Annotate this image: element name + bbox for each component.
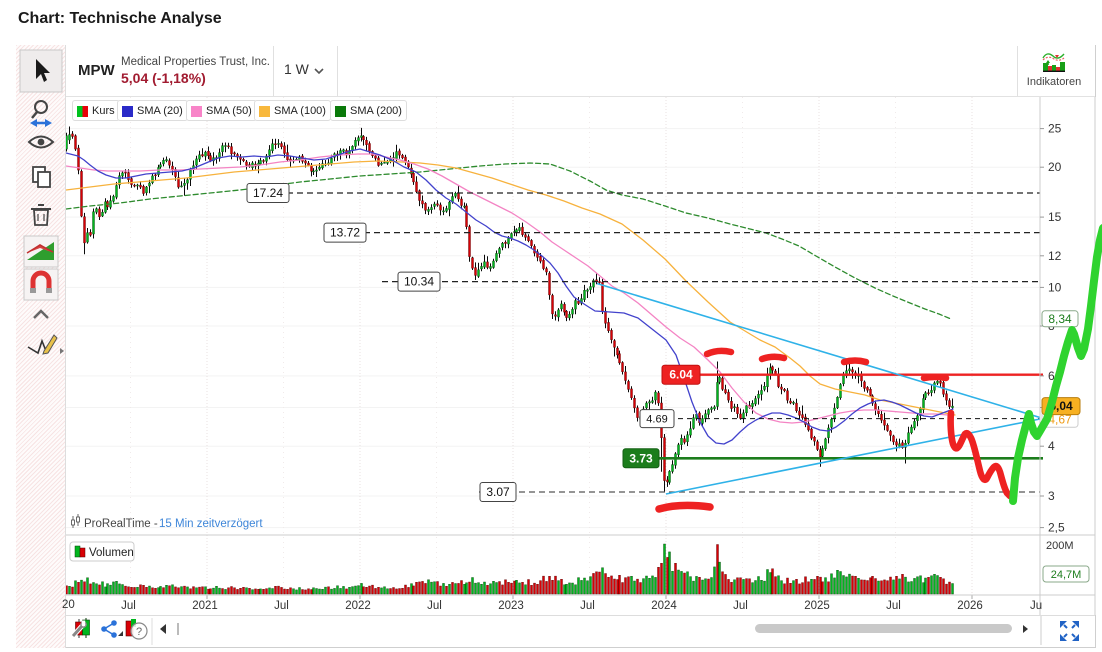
svg-text:2,5: 2,5: [1048, 521, 1065, 535]
svg-text:Jul: Jul: [886, 600, 901, 612]
svg-text:25: 25: [1048, 122, 1062, 136]
svg-text:17.24: 17.24: [253, 186, 283, 200]
svg-text:3.07: 3.07: [486, 485, 510, 499]
svg-text:Jul: Jul: [580, 600, 595, 612]
svg-text:6.04: 6.04: [669, 368, 693, 382]
svg-text:Ju: Ju: [1030, 600, 1042, 612]
svg-text:2025: 2025: [804, 600, 830, 612]
svg-text:12: 12: [1048, 249, 1062, 263]
svg-text:Jul: Jul: [121, 600, 136, 612]
svg-text:3.73: 3.73: [629, 451, 653, 465]
svg-text:3: 3: [1048, 489, 1055, 503]
svg-text:4.69: 4.69: [646, 414, 667, 426]
svg-text:2023: 2023: [498, 600, 524, 612]
svg-text:Volumen: Volumen: [89, 547, 134, 559]
svg-text:6: 6: [1048, 369, 1055, 383]
svg-text:24,7M: 24,7M: [1051, 569, 1082, 581]
svg-text:20: 20: [1048, 160, 1062, 174]
svg-text:Jul: Jul: [427, 600, 442, 612]
svg-text:10.34: 10.34: [404, 275, 434, 289]
svg-text:13.72: 13.72: [330, 226, 360, 240]
svg-text:4,67: 4,67: [1048, 412, 1072, 426]
svg-text:15: 15: [1048, 210, 1062, 224]
svg-text:8,34: 8,34: [1048, 312, 1072, 326]
svg-text:Jul: Jul: [274, 600, 289, 612]
svg-text:2022: 2022: [345, 600, 371, 612]
svg-text:2024: 2024: [651, 600, 677, 612]
svg-text:4: 4: [1048, 439, 1055, 453]
svg-text:15 Min zeitverzögert: 15 Min zeitverzögert: [159, 518, 263, 530]
svg-text:200M: 200M: [1046, 540, 1074, 552]
svg-text:10: 10: [1048, 280, 1062, 294]
svg-text:?: ?: [136, 626, 142, 638]
svg-text:2026: 2026: [957, 600, 983, 612]
svg-text:ProRealTime -: ProRealTime -: [84, 518, 158, 530]
svg-text:Jul: Jul: [733, 600, 748, 612]
svg-text:2021: 2021: [192, 600, 218, 612]
